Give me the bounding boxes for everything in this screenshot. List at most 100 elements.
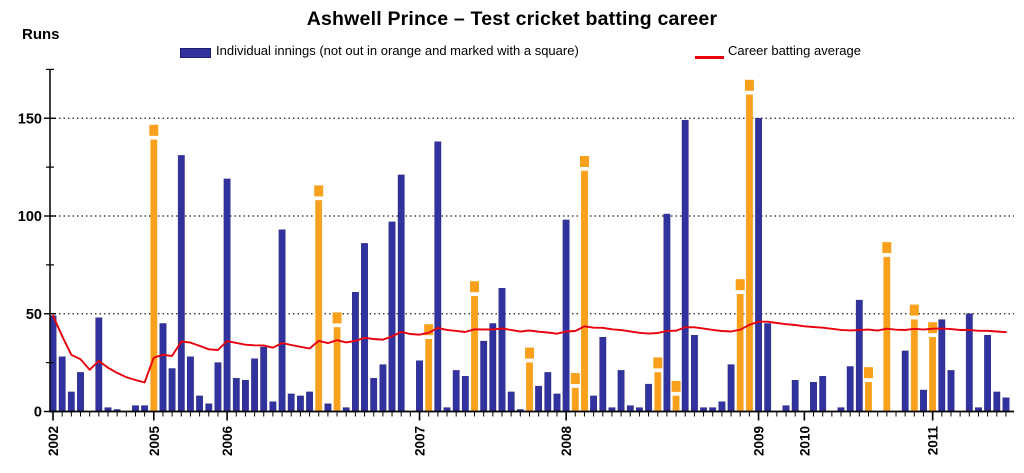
not-out-square-marker	[470, 281, 479, 293]
innings-bar	[287, 393, 295, 413]
not-out-innings-bar	[471, 296, 478, 413]
not-out-innings-bar	[736, 294, 744, 413]
innings-bar	[232, 378, 240, 413]
innings-bar	[251, 358, 258, 413]
not-out-innings-bar	[865, 382, 872, 413]
innings-bar	[370, 378, 378, 413]
innings-bar	[1002, 397, 1010, 413]
not-out-innings-bar	[883, 256, 891, 413]
not-out-innings-bar	[910, 319, 918, 413]
not-out-square-marker	[735, 279, 745, 291]
innings-bar	[544, 372, 552, 413]
not-out-square-marker	[864, 367, 873, 379]
innings-bar	[260, 346, 268, 413]
innings-bar	[77, 372, 84, 413]
year-label: 2005	[147, 426, 162, 457]
innings-bar	[965, 313, 973, 413]
innings-bar	[755, 118, 763, 413]
innings-bar	[599, 337, 607, 413]
year-label: 2006	[220, 426, 235, 457]
not-out-square-marker	[149, 124, 159, 136]
innings-bar	[846, 366, 854, 413]
not-out-innings-bar	[526, 362, 533, 413]
innings-bar	[498, 288, 506, 413]
not-out-innings-bar	[929, 337, 937, 413]
innings-bar	[938, 319, 946, 413]
innings-bar	[397, 174, 405, 413]
career-average-line	[52, 314, 1007, 384]
innings-bar	[177, 155, 185, 413]
innings-bar	[223, 178, 231, 413]
innings-bar	[361, 243, 368, 413]
innings-bar	[388, 221, 396, 413]
not-out-innings-bar	[150, 139, 158, 413]
not-out-square-marker	[744, 79, 754, 91]
year-label: 2002	[46, 426, 61, 456]
not-out-square-marker	[314, 185, 324, 197]
innings-bar	[67, 391, 75, 413]
year-label: 2007	[413, 426, 428, 456]
innings-bar	[269, 401, 277, 413]
innings-bar	[681, 119, 689, 413]
y-tick-label: 100	[18, 209, 42, 225]
not-out-innings-bar	[425, 339, 433, 413]
not-out-innings-bar	[746, 94, 753, 413]
innings-bar	[452, 370, 460, 413]
not-out-innings-bar	[571, 387, 579, 413]
innings-bar	[810, 382, 817, 413]
legend-line-swatch-icon	[695, 56, 724, 59]
y-tick-label: 150	[18, 111, 42, 127]
legend-average-label: Career batting average	[728, 43, 861, 58]
not-out-square-marker	[424, 324, 434, 336]
innings-bar	[168, 368, 176, 413]
not-out-square-marker	[580, 156, 589, 167]
not-out-square-marker	[928, 322, 938, 334]
innings-bar	[617, 370, 625, 413]
not-out-square-marker	[332, 312, 342, 324]
innings-bar	[379, 364, 387, 413]
innings-bar	[306, 391, 313, 413]
innings-bar	[901, 350, 909, 413]
year-label: 2010	[797, 426, 812, 456]
innings-bar	[645, 383, 653, 413]
not-out-innings-bar	[654, 372, 662, 413]
innings-bar	[947, 370, 955, 413]
innings-bar	[984, 335, 992, 413]
legend-bar-swatch-icon	[180, 48, 211, 58]
innings-bar	[553, 393, 561, 413]
innings-bar	[241, 380, 249, 413]
not-out-square-marker	[525, 347, 534, 359]
innings-bar	[507, 391, 515, 413]
year-label: 2008	[559, 426, 574, 457]
not-out-square-marker	[671, 380, 681, 392]
legend-innings-label: Individual innings (not out in orange an…	[216, 43, 579, 58]
chart-title: Ashwell Prince – Test cricket batting ca…	[306, 8, 718, 30]
not-out-innings-bar	[672, 395, 680, 413]
innings-bar	[214, 362, 222, 413]
innings-bar	[562, 219, 570, 413]
innings-bar	[590, 395, 598, 413]
innings-bar	[855, 299, 863, 413]
innings-bar	[535, 385, 543, 413]
innings-bar	[993, 391, 1001, 413]
innings-bar	[461, 376, 469, 413]
y-tick-label: 0	[34, 405, 42, 421]
not-out-innings-bar	[315, 200, 323, 413]
innings-bar	[489, 323, 497, 413]
innings-bar	[718, 401, 726, 413]
year-label: 2011	[926, 426, 941, 456]
not-out-square-marker	[570, 373, 580, 384]
innings-bar	[416, 360, 423, 413]
innings-bar	[920, 389, 927, 413]
not-out-square-marker	[909, 304, 919, 316]
innings-bar	[480, 340, 488, 413]
innings-bar	[49, 315, 57, 413]
innings-bar	[297, 395, 304, 413]
innings-bar	[791, 380, 799, 413]
innings-bar	[727, 364, 735, 413]
not-out-square-marker	[653, 357, 663, 369]
innings-bar	[278, 229, 286, 413]
innings-bar	[95, 317, 103, 413]
